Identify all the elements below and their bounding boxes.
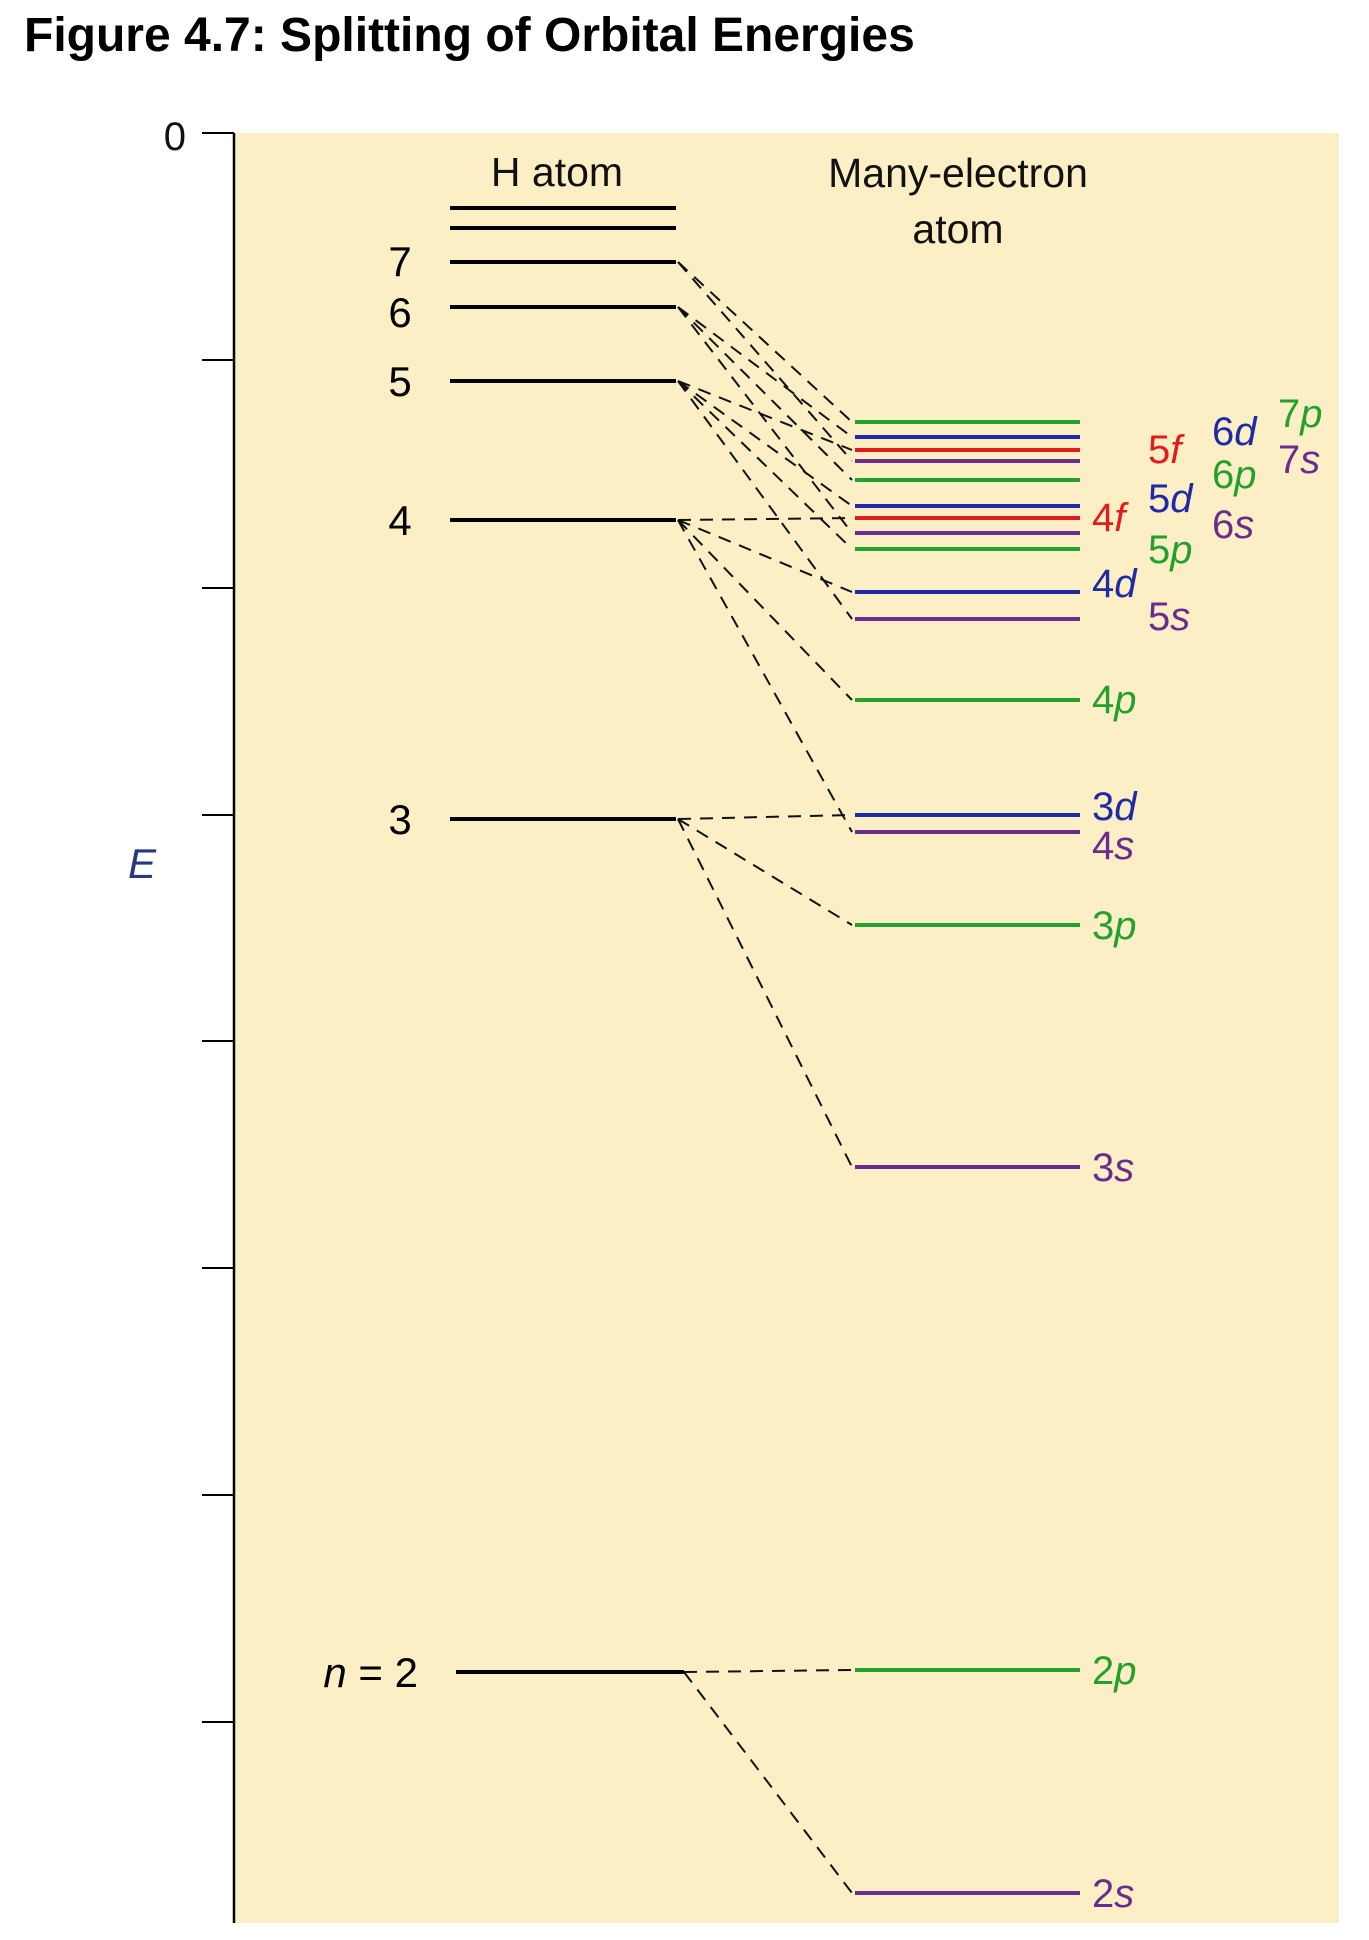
orbital-label-5f: 5f [1148,428,1185,472]
figure-title: Figure 4.7: Splitting of Orbital Energie… [24,9,915,62]
connector-2s [683,1671,853,1894]
connector-5f [677,380,853,451]
orbital-label-6d: 6d [1212,410,1258,454]
orbital-label-3p: 3p [1092,904,1137,948]
orbital-label-3s: 3s [1092,1146,1134,1190]
h-level-label: 7 [388,238,411,285]
orbital-label-5p: 5p [1148,528,1193,572]
many-electron-heading-line2: atom [912,206,1003,252]
connector-6p [677,306,853,481]
connector-4d [677,519,853,593]
h-level-label: 4 [388,497,411,544]
orbital-label-7s: 7s [1278,438,1320,482]
connector-4p [677,519,853,701]
orbital-label-2p: 2p [1092,1649,1137,1693]
diagram-panel [234,133,1339,1923]
axis-energy-label: E [128,840,157,887]
orbital-label-4f: 4f [1092,496,1129,540]
h-atom-heading: H atom [491,149,623,195]
connector-2p [683,1669,853,1673]
orbital-label-6s: 6s [1212,503,1254,547]
connector-4s [677,519,853,833]
orbital-label-2s: 2s [1092,1872,1134,1916]
connector-6s [677,306,853,534]
h-level-label: 3 [388,796,411,843]
energy-axis: 0 E [128,115,236,1923]
orbital-label-4s: 4s [1092,824,1134,868]
orbital-label-3d: 3d [1092,785,1138,829]
many-electron-heading-line1: Many-electron [828,150,1088,196]
connector-4f [677,517,853,521]
connector-3d [677,814,853,820]
orbital-label-4d: 4d [1092,562,1138,606]
connector-7s [677,261,853,462]
h-level-label: 5 [388,358,411,405]
h-level-label: n = 2 [323,1649,418,1696]
connector-7p [677,261,853,423]
splitting-connectors [677,261,853,1894]
many-electron-levels [855,420,1080,1895]
connector-3p [677,818,853,926]
h-level-label: 6 [388,289,411,336]
connector-6d [677,306,853,438]
orbital-label-5s: 5s [1148,595,1190,639]
axis-zero-label: 0 [164,115,186,159]
orbital-label-5d: 5d [1148,477,1194,521]
connector-5d [677,380,853,507]
orbital-label-4p: 4p [1092,678,1137,722]
orbital-label-6p: 6p [1212,453,1257,497]
h-atom-levels: n = 2 3 4 5 67 [323,206,684,1696]
orbital-label-7p: 7p [1278,392,1323,436]
connector-5p [677,380,853,550]
